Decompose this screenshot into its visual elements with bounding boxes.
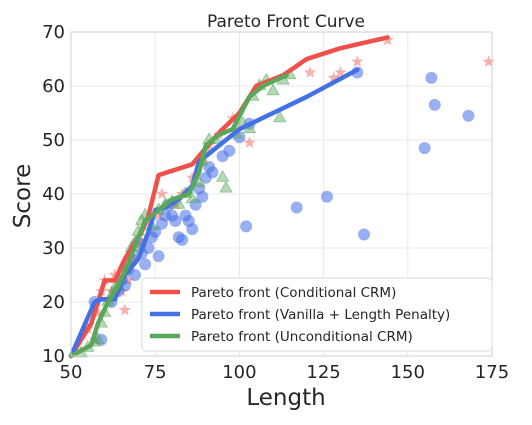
scatter-point-vanilla	[128, 269, 141, 281]
legend-item-vanilla: Pareto front (Vanilla + Length Penalty)	[191, 307, 450, 323]
scatter-point-unconditional	[215, 170, 230, 182]
legend-box	[141, 277, 493, 352]
scatter-point-vanilla	[176, 233, 189, 246]
scatter-point-vanilla	[139, 258, 152, 271]
lines-layer	[68, 35, 390, 359]
scatter-point-vanilla	[169, 215, 182, 227]
scatter-point-conditional	[327, 71, 340, 84]
scatter-point-conditional	[105, 284, 118, 297]
x-axis-label: Length	[246, 385, 325, 411]
scatter-point-vanilla	[320, 190, 333, 203]
scatter-point-conditional	[122, 273, 135, 286]
scatter-point-vanilla	[240, 220, 253, 233]
y-tick-label: 60	[42, 76, 65, 97]
y-tick-label: 50	[42, 130, 65, 151]
scatter-point-conditional	[482, 55, 495, 67]
x-tick-label: 175	[475, 362, 509, 383]
x-tick-label: 125	[306, 362, 340, 383]
scatter-point-vanilla	[290, 201, 303, 214]
scatter-point-conditional	[186, 171, 199, 184]
scatter-point-conditional	[303, 66, 317, 78]
x-tick-label: 100	[222, 362, 256, 383]
y-tick-label: 40	[42, 184, 65, 205]
x-tick-labels: 50 75 100 125 150 175	[60, 362, 510, 383]
scatter-point-conditional	[152, 209, 165, 221]
pareto-line-conditional	[68, 35, 390, 359]
scatter-point-vanilla	[95, 333, 108, 346]
legend-item-unconditional: Pareto front (Unconditional CRM)	[191, 329, 413, 345]
scatter-point-conditional	[91, 306, 105, 319]
scatter-point-conditional	[118, 303, 132, 316]
scatter-point-vanilla	[462, 109, 475, 122]
scatter-point-conditional	[155, 187, 169, 200]
x-tick-label: 150	[391, 362, 425, 383]
scatter-point-vanilla	[149, 225, 162, 238]
chart-title: Pareto Front Curve	[207, 12, 365, 32]
scatter-point-vanilla	[418, 142, 431, 155]
scatter-point-vanilla	[196, 190, 209, 203]
scatter-point-vanilla	[223, 144, 236, 157]
scatter-point-vanilla	[206, 166, 219, 179]
scatter-point-vanilla	[425, 71, 438, 84]
scatter-point-unconditional	[185, 191, 200, 204]
legend: Pareto front (Conditional CRM) Pareto fro…	[141, 277, 493, 352]
scatter-point-conditional	[351, 55, 364, 67]
scatter-point-unconditional	[219, 180, 233, 193]
pareto-line-unconditional	[68, 72, 289, 359]
scatter-point-conditional	[334, 66, 347, 78]
scatter-point-conditional	[108, 268, 121, 281]
plot-frame	[70, 31, 493, 357]
x-tick-label: 75	[144, 362, 167, 383]
scatter-point-unconditional	[273, 110, 287, 123]
scatter-point-conditional	[243, 136, 256, 148]
y-tick-label: 20	[42, 292, 65, 313]
y-tick-label: 10	[42, 346, 65, 367]
x-tick-label: 50	[60, 362, 83, 383]
legend-item-conditional: Pareto front (Conditional CRM)	[191, 285, 396, 301]
scatter-point-vanilla	[186, 223, 199, 236]
y-tick-label: 30	[42, 238, 65, 259]
y-tick-label: 70	[42, 22, 65, 43]
y-tick-labels: 10 20 30 40 50 60 70	[42, 22, 65, 367]
scatter-point-unconditional	[266, 83, 280, 96]
pareto-line-vanilla	[68, 67, 360, 359]
scatter-point-vanilla	[189, 198, 202, 211]
y-axis-label: Score	[10, 164, 36, 228]
scatter-point-vanilla	[358, 228, 371, 241]
scatter-point-vanilla	[428, 98, 441, 111]
scatter-point-vanilla	[152, 250, 165, 263]
